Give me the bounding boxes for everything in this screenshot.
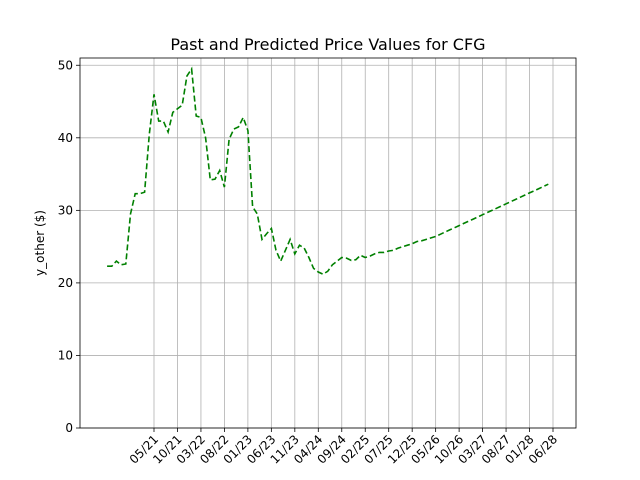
y-tick-label: 10 — [58, 348, 73, 362]
y-tick-label: 0 — [65, 421, 73, 435]
y-axis: 0 10 20 30 40 50 — [58, 58, 80, 435]
y-axis-label: y_other ($) — [33, 210, 47, 276]
x-axis: 05/2110/2103/2208/2201/2306/2311/2304/24… — [127, 428, 560, 467]
series-line-0 — [107, 66, 549, 276]
chart-title: Past and Predicted Price Values for CFG — [170, 35, 485, 54]
series-lines — [107, 66, 549, 276]
y-tick-label: 50 — [58, 58, 73, 72]
grid — [80, 58, 576, 429]
y-tick-label: 20 — [58, 276, 73, 290]
plot-frame — [79, 57, 577, 429]
y-tick-label: 30 — [58, 203, 73, 217]
y-tick-label: 40 — [58, 131, 73, 145]
